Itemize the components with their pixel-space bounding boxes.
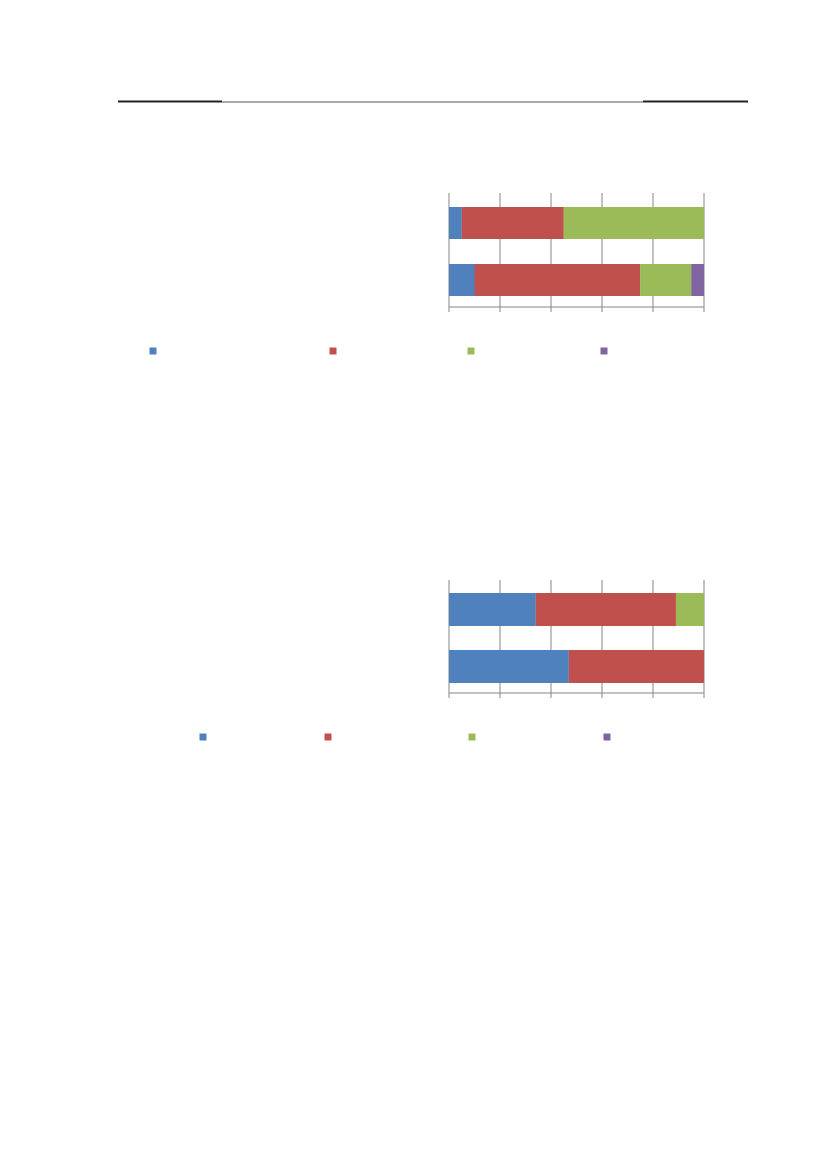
- bar-segment: [449, 264, 475, 296]
- bar-segment: [535, 593, 676, 626]
- bar-segment: [474, 264, 641, 296]
- bar-segment: [568, 650, 704, 683]
- bar-segment: [640, 264, 692, 296]
- legend-marker: [467, 347, 475, 355]
- legend-marker: [329, 347, 337, 355]
- legend-marker: [600, 347, 608, 355]
- bar-segment: [449, 593, 536, 626]
- legend-marker: [324, 733, 332, 741]
- bar-segment: [675, 593, 704, 626]
- legend-marker: [468, 733, 476, 741]
- legend-marker: [149, 347, 157, 355]
- bar-segment: [449, 650, 569, 683]
- bar-segment: [563, 207, 704, 239]
- bar-segment: [691, 264, 704, 296]
- legend-marker: [199, 733, 207, 741]
- bar-segment: [461, 207, 564, 239]
- bar-segment: [449, 207, 462, 239]
- legend-marker: [603, 733, 611, 741]
